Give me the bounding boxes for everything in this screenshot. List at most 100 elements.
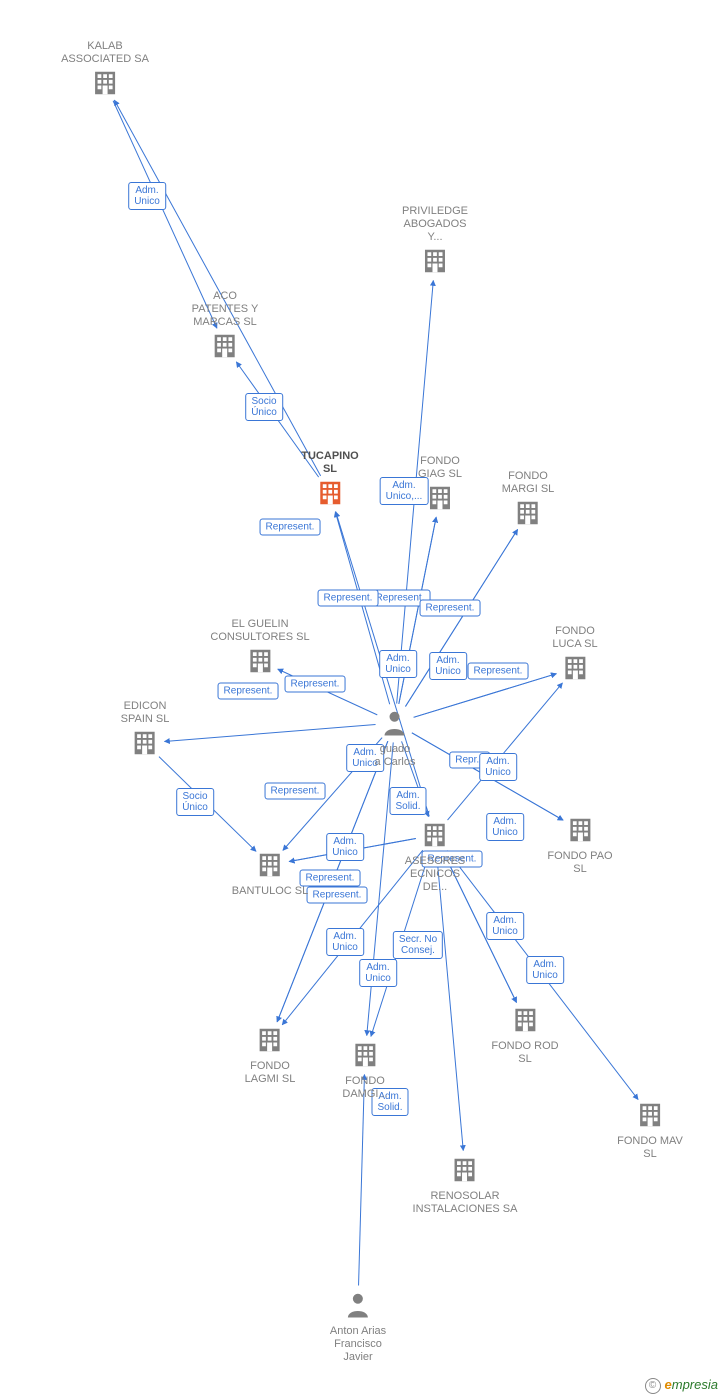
edge-label: Represent. xyxy=(265,783,326,800)
node-label: ASESORES ECNICOS DE... xyxy=(405,855,466,894)
node-carlos[interactable]: guado a Carlos xyxy=(375,708,416,771)
network-graph: Adm. UnicoSocio ÚnicoRepresent.Adm. Unic… xyxy=(0,0,728,1400)
edge-label: Adm. Unico xyxy=(486,813,524,841)
building-icon xyxy=(255,850,285,885)
edge-label: Adm. Unico xyxy=(429,652,467,680)
node-javier[interactable]: Anton Arias Francisco Javier xyxy=(330,1290,386,1366)
edge-label: Adm. Solid. xyxy=(389,787,426,815)
edge-label: Represent. xyxy=(260,519,321,536)
node-label: FONDO MAV SL xyxy=(617,1135,683,1161)
edge-label: Represent. xyxy=(420,600,481,617)
node-fmargi[interactable]: FONDO MARGI SL xyxy=(502,470,555,533)
edge xyxy=(412,733,563,820)
building-icon xyxy=(210,331,240,366)
edge xyxy=(437,854,464,1150)
node-frod[interactable]: FONDO ROD SL xyxy=(491,1005,558,1068)
node-label: Anton Arias Francisco Javier xyxy=(330,1325,386,1364)
node-fgiag[interactable]: FONDO GIAG SL xyxy=(418,455,462,518)
edge-label: Represent. xyxy=(370,590,431,607)
building-icon xyxy=(90,68,120,103)
node-label: PRIVILEDGE ABOGADOS Y... xyxy=(402,205,468,244)
node-label: FONDO MARGI SL xyxy=(502,470,555,496)
edge xyxy=(414,674,557,718)
edge xyxy=(283,738,382,851)
node-priviledge[interactable]: PRIVILEDGE ABOGADOS Y... xyxy=(402,205,468,281)
node-edicon[interactable]: EDICON SPAIN SL xyxy=(121,700,170,763)
node-bantuloc[interactable]: BANTULOC SL xyxy=(232,850,308,900)
edge xyxy=(164,725,375,742)
node-label: FONDO LUCA SL xyxy=(552,625,597,651)
building-icon xyxy=(635,1100,665,1135)
edge xyxy=(399,517,436,704)
building-icon xyxy=(255,1025,285,1060)
edge xyxy=(367,742,393,1035)
building-icon xyxy=(420,246,450,281)
node-label: FONDO ROD SL xyxy=(491,1040,558,1066)
edge xyxy=(159,757,256,852)
edge xyxy=(405,529,517,706)
node-fluca[interactable]: FONDO LUCA SL xyxy=(552,625,597,688)
edge xyxy=(335,512,389,704)
node-label: FONDO PAO SL xyxy=(547,850,612,876)
edge-label: Adm. Unico xyxy=(479,753,517,781)
node-tucapino[interactable]: TUCAPINO SL xyxy=(301,450,358,513)
node-label: FONDO DAMGI... xyxy=(342,1075,387,1101)
building-icon xyxy=(565,815,595,850)
edge-label: Represent. xyxy=(218,683,279,700)
edge-label: Adm. Unico xyxy=(326,833,364,861)
node-label: guado a Carlos xyxy=(375,743,416,769)
node-label: BANTULOC SL xyxy=(232,885,308,898)
edge-label: Adm. Unico xyxy=(359,959,397,987)
edge-label: Represent. xyxy=(300,870,361,887)
node-fpao[interactable]: FONDO PAO SL xyxy=(547,815,612,878)
edge-label: Socio Único xyxy=(176,788,214,816)
person-icon xyxy=(343,1290,373,1325)
building-icon xyxy=(420,820,450,855)
building-icon xyxy=(425,483,455,518)
node-elguelin[interactable]: EL GUELIN CONSULTORES SL xyxy=(210,618,309,681)
node-fdamgi[interactable]: FONDO DAMGI... xyxy=(342,1040,387,1103)
edge xyxy=(414,674,557,718)
node-label: FONDO GIAG SL xyxy=(418,455,462,481)
edge-label: Represent. xyxy=(318,590,379,607)
edge-label: Adm. Unico xyxy=(326,928,364,956)
edge-label: Adm. Unico xyxy=(486,912,524,940)
edge xyxy=(405,529,517,706)
edges-layer xyxy=(0,0,728,1400)
edge-label: Represent. xyxy=(468,663,529,680)
node-aco[interactable]: ACO PATENTES Y MARCAS SL xyxy=(192,290,259,366)
node-label: ACO PATENTES Y MARCAS SL xyxy=(192,290,259,329)
building-icon xyxy=(513,498,543,533)
building-icon xyxy=(560,653,590,688)
node-kalab[interactable]: KALAB ASSOCIATED SA xyxy=(61,40,149,103)
node-flagmi[interactable]: FONDO LAGMI SL xyxy=(245,1025,296,1088)
building-icon xyxy=(510,1005,540,1040)
node-label: FONDO LAGMI SL xyxy=(245,1060,296,1086)
building-icon xyxy=(245,646,275,681)
edge xyxy=(399,517,436,704)
edge-label: Socio Único xyxy=(245,393,283,421)
person-icon xyxy=(380,708,410,743)
building-icon xyxy=(315,478,345,513)
edge-label: Repr... xyxy=(449,752,490,769)
building-icon xyxy=(450,1155,480,1190)
edge-label: Represent. xyxy=(307,887,368,904)
node-renosolar[interactable]: RENOSOLAR INSTALACIONES SA xyxy=(413,1155,518,1218)
edge xyxy=(359,1074,365,1285)
edge xyxy=(412,733,563,820)
edge-label: Adm. Unico xyxy=(128,182,166,210)
node-label: KALAB ASSOCIATED SA xyxy=(61,40,149,66)
edge xyxy=(114,100,320,476)
node-fmav[interactable]: FONDO MAV SL xyxy=(617,1100,683,1163)
building-icon xyxy=(130,728,160,763)
node-label: TUCAPINO SL xyxy=(301,450,358,476)
edge-label: Adm. Unico xyxy=(526,956,564,984)
edge xyxy=(448,683,563,820)
node-asesores[interactable]: ASESORES ECNICOS DE... xyxy=(405,820,466,896)
node-label: EL GUELIN CONSULTORES SL xyxy=(210,618,309,644)
building-icon xyxy=(350,1040,380,1075)
edge-label: Secr. No Consej. xyxy=(393,931,443,959)
edge-label: Adm. Unico xyxy=(379,650,417,678)
footer-credit: ©empresia xyxy=(645,1377,718,1394)
node-label: EDICON SPAIN SL xyxy=(121,700,170,726)
